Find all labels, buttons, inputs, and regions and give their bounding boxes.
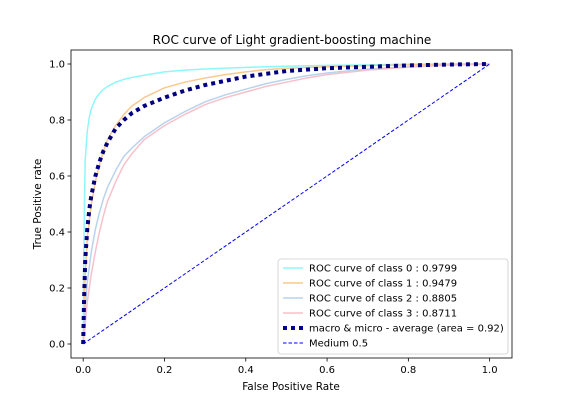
x-tick-label: 0.4 [238, 365, 254, 376]
legend-label-0: ROC curve of class 0 : 0.9799 [309, 264, 457, 275]
chart-title: ROC curve of Light gradient-boosting mac… [153, 33, 432, 47]
legend-label-5: Medium 0.5 [309, 339, 368, 350]
legend-label-1: ROC curve of class 1 : 0.9479 [309, 279, 457, 290]
legend-label-2: ROC curve of class 2 : 0.8805 [309, 294, 457, 305]
y-axis-label: True Positive rate [32, 159, 44, 251]
x-tick-label: 0.6 [319, 365, 335, 376]
y-tick-label: 0.4 [49, 228, 65, 239]
y-tick-label: 0.2 [49, 284, 65, 295]
y-tick-label: 0.6 [49, 172, 65, 183]
axes-frame [70, 49, 513, 359]
x-tick-label: 0.0 [75, 365, 91, 376]
legend-label-4: macro & micro - average (area = 0.92) [309, 324, 504, 335]
y-tick-label: 0.0 [49, 340, 65, 351]
plot-area [81, 62, 490, 345]
series-line-0 [82, 63, 490, 345]
x-tick-label: 1.0 [482, 365, 498, 376]
y-tick-label: 1.0 [49, 60, 65, 71]
axis-ticks: 0.0 0.2 0.4 0.6 0.8 1.0 0.0 0.2 0.4 0.6 0.8 1.0 [49, 60, 498, 377]
y-tick-label: 0.8 [49, 116, 65, 127]
legend-box [277, 258, 509, 355]
legend-label-3: ROC curve of class 3 : 0.8711 [309, 309, 457, 320]
x-tick-label: 0.2 [157, 365, 173, 376]
x-axis-label: False Positive Rate [242, 381, 340, 393]
series-line-3 [82, 63, 490, 345]
x-tick-label: 0.8 [400, 365, 416, 376]
series-line-4 [81, 62, 490, 345]
series-line-1 [82, 63, 490, 345]
series-line-2 [82, 63, 490, 345]
legend: ROC curve of class 0 : 0.9799 ROC curve o… [277, 258, 509, 355]
